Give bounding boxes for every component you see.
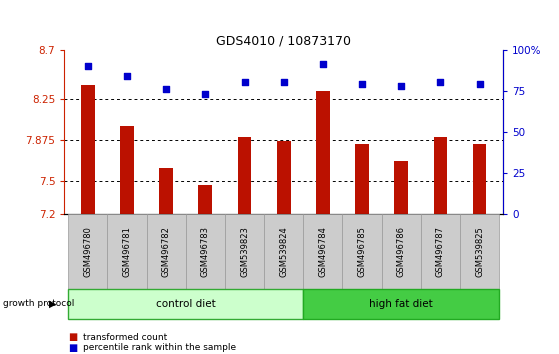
Bar (225, 214, 264, 289)
Text: percentile rank within the sample: percentile rank within the sample (83, 343, 236, 352)
Point (397, 83, 406, 88)
Text: high fat diet: high fat diet (369, 298, 433, 309)
Point (83, 63, 92, 69)
Bar (382, 214, 421, 289)
Point (319, 62, 328, 67)
Bar (460, 214, 499, 289)
Bar (304, 214, 343, 289)
Bar (473, 144, 486, 214)
Text: GSM539825: GSM539825 (475, 226, 484, 277)
Bar (277, 141, 291, 214)
Point (240, 80, 249, 85)
Text: ■: ■ (68, 332, 77, 342)
Title: GDS4010 / 10873170: GDS4010 / 10873170 (216, 34, 351, 47)
Bar (304, 289, 499, 319)
Bar (264, 214, 304, 289)
Bar (68, 289, 304, 319)
Text: ▶: ▶ (49, 298, 57, 309)
Bar (355, 144, 369, 214)
Point (436, 80, 445, 85)
Text: GSM496781: GSM496781 (122, 226, 131, 277)
Text: GSM496787: GSM496787 (436, 226, 445, 277)
Text: transformed count: transformed count (83, 332, 167, 342)
Text: GSM496780: GSM496780 (83, 226, 92, 277)
Text: ■: ■ (68, 343, 77, 353)
Bar (434, 137, 447, 214)
Text: GSM496782: GSM496782 (162, 226, 170, 277)
Bar (421, 214, 460, 289)
Bar (146, 214, 186, 289)
Bar (159, 168, 173, 214)
Point (475, 81, 484, 87)
Text: GSM496786: GSM496786 (397, 226, 406, 277)
Text: control diet: control diet (156, 298, 216, 309)
Text: growth protocol: growth protocol (3, 299, 74, 308)
Text: GSM539824: GSM539824 (279, 226, 288, 277)
Bar (120, 126, 134, 214)
Bar (186, 214, 225, 289)
Bar (81, 85, 94, 214)
Bar (343, 214, 382, 289)
Bar (238, 137, 252, 214)
Bar (198, 184, 212, 214)
Text: GSM539823: GSM539823 (240, 226, 249, 277)
Text: GSM496784: GSM496784 (319, 226, 328, 277)
Text: GSM496783: GSM496783 (201, 226, 210, 277)
Text: GSM496785: GSM496785 (358, 226, 367, 277)
Bar (68, 214, 107, 289)
Bar (107, 214, 146, 289)
Point (122, 73, 131, 79)
Bar (395, 161, 408, 214)
Point (162, 86, 170, 92)
Point (358, 81, 367, 87)
Point (279, 80, 288, 85)
Bar (316, 91, 330, 214)
Point (201, 91, 210, 97)
